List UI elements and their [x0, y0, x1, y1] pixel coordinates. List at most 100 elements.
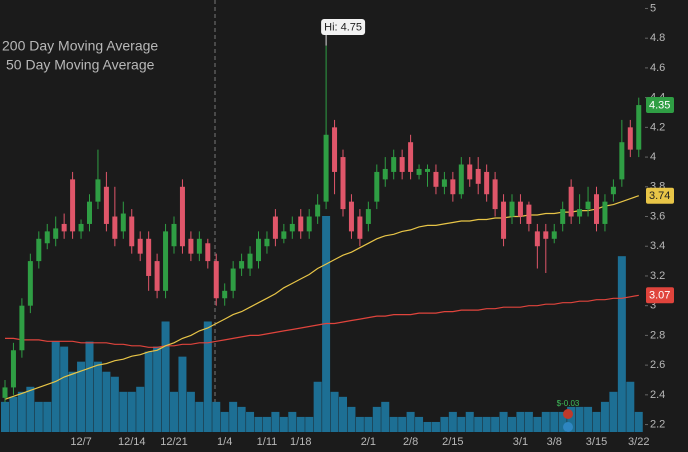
price-tag-label: 3.74: [649, 190, 670, 202]
volume-bar: [541, 411, 550, 432]
eps-annotation: $-0.03: [557, 399, 580, 408]
candle-body: [627, 127, 633, 150]
candle-body: [129, 216, 135, 247]
candle-body: [475, 168, 481, 184]
candle-body: [188, 238, 194, 254]
volume-bar: [34, 401, 43, 432]
candle-body: [103, 186, 109, 224]
volume-bar: [153, 346, 162, 432]
candle-body: [213, 261, 219, 299]
candle-body: [416, 168, 422, 175]
volume-bar: [448, 411, 457, 432]
candle-body: [602, 201, 608, 224]
candle-body: [365, 209, 371, 224]
candle-body: [585, 201, 591, 210]
volume-bar: [524, 411, 533, 432]
candle-body: [10, 350, 16, 388]
volume-bar: [60, 346, 69, 432]
volume-bar: [17, 391, 26, 432]
volume-bar: [161, 321, 170, 432]
ma-layer: [4, 195, 639, 400]
y-tick-label: 4.2: [650, 121, 665, 133]
volume-bar: [102, 371, 111, 432]
volume-bar: [93, 361, 102, 432]
candle-body: [441, 179, 447, 187]
candle-body: [112, 216, 118, 239]
y-tick-label: 4.6: [650, 62, 665, 74]
x-tick-label: 3/15: [586, 436, 607, 448]
volume-bar: [144, 351, 153, 432]
volume-bar: [330, 391, 339, 432]
volume-bar: [575, 406, 584, 432]
candle-body: [146, 238, 152, 276]
candle-body: [78, 223, 84, 232]
x-tick-label: 3/8: [547, 436, 562, 448]
candle-body: [501, 201, 507, 239]
candle-body: [163, 231, 169, 291]
volume-bar: [288, 411, 297, 432]
candle-body: [332, 127, 338, 172]
volume-bar: [482, 416, 491, 432]
candle-body: [425, 168, 430, 172]
y-tick-label: 2.2: [650, 418, 665, 430]
candle-body: [577, 209, 583, 217]
volume-bar: [1, 401, 9, 432]
volume-bar: [364, 416, 373, 432]
volume-bar: [457, 416, 466, 432]
event-icon: [563, 409, 573, 419]
candle-body: [636, 105, 642, 150]
candle-body: [509, 201, 515, 217]
y-tick-label: 4: [650, 151, 656, 163]
volume-bar: [558, 411, 567, 432]
y-tick-label: 3.4: [650, 240, 665, 252]
candle-body: [36, 238, 42, 262]
candle-body: [492, 179, 498, 210]
y-tick-label: 5: [650, 2, 656, 14]
x-tick-label: 3/1: [513, 436, 528, 448]
volume-bar: [186, 391, 195, 432]
candle-body: [137, 238, 143, 254]
volume-bar: [51, 341, 60, 432]
volume-bar: [305, 416, 314, 432]
volume-bar: [43, 401, 52, 432]
volume-bar: [203, 321, 212, 432]
volume-bar: [178, 356, 187, 432]
x-tick-label: 3/22: [628, 436, 649, 448]
volume-bar: [195, 401, 204, 432]
volume-bar: [355, 416, 364, 432]
volume-bar: [136, 386, 145, 432]
candle-layer: [2, 45, 642, 403]
candle-body: [610, 186, 616, 195]
candle-body: [247, 253, 253, 269]
x-tick-label: 12/14: [118, 436, 146, 448]
volume-bar: [499, 411, 508, 432]
candle-body: [340, 157, 346, 210]
volume-bar: [516, 411, 525, 432]
high-annotation: Hi: 4.75: [324, 21, 362, 33]
candle-body: [70, 179, 76, 232]
volume-bar: [372, 406, 381, 432]
volume-bar: [406, 411, 415, 432]
x-tick-label: 12/7: [70, 436, 91, 448]
volume-bar: [119, 391, 128, 432]
y-tick-label: 3.2: [650, 270, 665, 282]
y-tick-label: 2.8: [650, 329, 665, 341]
candle-body: [298, 216, 304, 232]
volume-bar: [26, 386, 35, 432]
candle-body: [450, 179, 456, 195]
legend-entry: 200 Day Moving Average: [2, 38, 158, 54]
volume-bar: [339, 396, 347, 432]
candle-body: [53, 228, 59, 239]
volume-bar: [634, 411, 643, 432]
candle-body: [44, 231, 50, 244]
candle-body: [154, 261, 160, 291]
candle-body: [433, 171, 439, 187]
y-tick-label: 2.6: [650, 359, 665, 371]
volume-bar: [9, 396, 18, 432]
price-tag: [646, 287, 674, 304]
price-tag: [646, 97, 674, 114]
volume-bar: [170, 391, 178, 432]
candle-body: [534, 231, 540, 247]
candle-body: [399, 157, 405, 172]
candle-body: [306, 216, 312, 232]
